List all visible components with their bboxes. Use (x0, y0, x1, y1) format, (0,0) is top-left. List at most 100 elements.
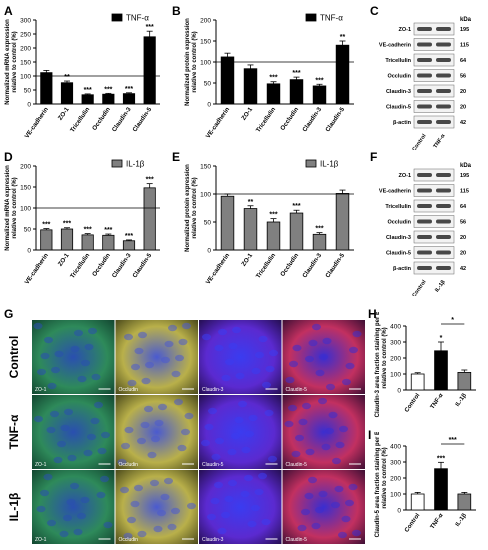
bar (266, 221, 281, 251)
blot-band (436, 89, 451, 93)
y-tick-label: 100 (200, 60, 211, 67)
legend-label: IL-1β (126, 160, 145, 169)
blot-band (436, 104, 451, 109)
nucleus (141, 377, 151, 385)
nucleus (120, 486, 129, 494)
nucleus (44, 336, 53, 344)
nucleus (304, 492, 314, 500)
bar (434, 350, 448, 391)
nucleus (154, 419, 164, 427)
nucleus (59, 530, 69, 538)
kda-value: 195 (460, 27, 469, 33)
blot-band (436, 235, 451, 239)
nucleus (137, 437, 146, 445)
nucleus (184, 412, 194, 420)
blot-row-label: Occludin (387, 74, 411, 80)
y-tick-label: 100 (20, 74, 31, 81)
kda-value: 42 (460, 120, 466, 126)
western-blot-c: kDa ZO-1 195 VE-cadherin 115 Tricellulin 64 Occ… (379, 17, 472, 150)
bar-chart-i: 0 100 200 300 400 Claudin-5 area fraction sta… (375, 432, 476, 537)
legend-swatch (305, 13, 317, 22)
y-axis-title-line1: Normalized mRNA expression (5, 165, 11, 251)
micrograph-tile (282, 470, 365, 544)
y-tick-label: 150 (200, 39, 211, 46)
kda-value: 20 (460, 89, 466, 95)
nucleus (210, 497, 220, 505)
nucleus (63, 514, 72, 522)
blot-band (436, 73, 451, 78)
blot-row-label: VE-cadherin (379, 43, 412, 49)
bar (60, 82, 74, 105)
nucleus (258, 335, 268, 343)
significance-label: *** (104, 227, 112, 234)
immunofluorescence-grid: Control ZO-1 Occludin Claudin-3 Claudin-5 TNF… (7, 320, 365, 544)
y-tick-label: 100 (390, 492, 401, 499)
significance-label: *** (125, 86, 133, 93)
bar (457, 372, 472, 391)
bracket-label: *** (449, 437, 457, 444)
significance-label: *** (146, 24, 154, 31)
nucleus (208, 407, 217, 415)
blot-strip (413, 199, 455, 213)
nucleus (308, 476, 317, 484)
significance-label: ** (64, 74, 70, 81)
blot-strip (413, 22, 455, 36)
bracket-label: * (451, 317, 454, 324)
blot-row-label: Tricellulin (385, 204, 411, 210)
nucleus (34, 415, 43, 423)
blot-band (417, 89, 432, 93)
nucleus (33, 322, 43, 330)
nucleus (74, 329, 83, 337)
y-tick-label: 0 (27, 248, 31, 255)
significance-label: *** (146, 177, 154, 184)
nucleus (235, 372, 245, 380)
nucleus (331, 501, 340, 509)
nucleus (70, 345, 80, 353)
micrograph-stain-label: Claudin-3 (202, 387, 224, 393)
blot-band (417, 58, 432, 62)
y-axis-title-line1: Claudin-3 area fraction staining per BLE… (375, 312, 381, 417)
nucleus (342, 378, 351, 386)
bar (243, 68, 258, 105)
blot-strip (413, 230, 455, 244)
nucleus (352, 330, 362, 338)
nucleus (124, 333, 133, 341)
blot-band (436, 204, 451, 208)
nucleus (54, 350, 64, 358)
blot-band (436, 120, 451, 124)
kda-value: 64 (460, 204, 467, 210)
y-axis-title-line2: relative to control (%) (12, 177, 18, 238)
nucleus (80, 496, 90, 504)
nucleus (301, 508, 310, 516)
significance-label: *** (84, 87, 92, 94)
y-tick-label: 300 (390, 340, 401, 347)
bar (102, 93, 115, 105)
micrograph-row-label: IL-1β (7, 493, 21, 522)
nucleus (201, 439, 210, 447)
y-axis-title-line1: Normalized protein expression (185, 18, 191, 106)
blot-strip (413, 261, 455, 275)
bar (143, 36, 156, 105)
nucleus (328, 411, 338, 419)
nucleus (325, 427, 334, 435)
y-tick-label: 200 (390, 476, 401, 483)
nucleus (144, 405, 153, 413)
blot-strip (413, 100, 455, 113)
bar (102, 234, 115, 251)
bar (40, 72, 53, 105)
bar-chart-h: 0 100 200 300 400 Claudin-3 area fraction sta… (375, 312, 476, 417)
legend-swatch (111, 13, 123, 22)
micrograph-stain-label: ZO-1 (35, 537, 47, 543)
bar (335, 193, 350, 251)
bar (312, 233, 327, 251)
nucleus (261, 518, 271, 526)
blot-band (417, 204, 432, 208)
kda-value: 42 (460, 266, 466, 272)
micrograph-stain-label: ZO-1 (35, 387, 47, 393)
panel-label-a: A (4, 4, 13, 18)
nucleus (151, 435, 160, 443)
y-tick-label: 400 (390, 444, 401, 451)
y-tick-label: 50 (24, 88, 32, 95)
nucleus (245, 430, 254, 438)
blot-band (417, 73, 432, 78)
